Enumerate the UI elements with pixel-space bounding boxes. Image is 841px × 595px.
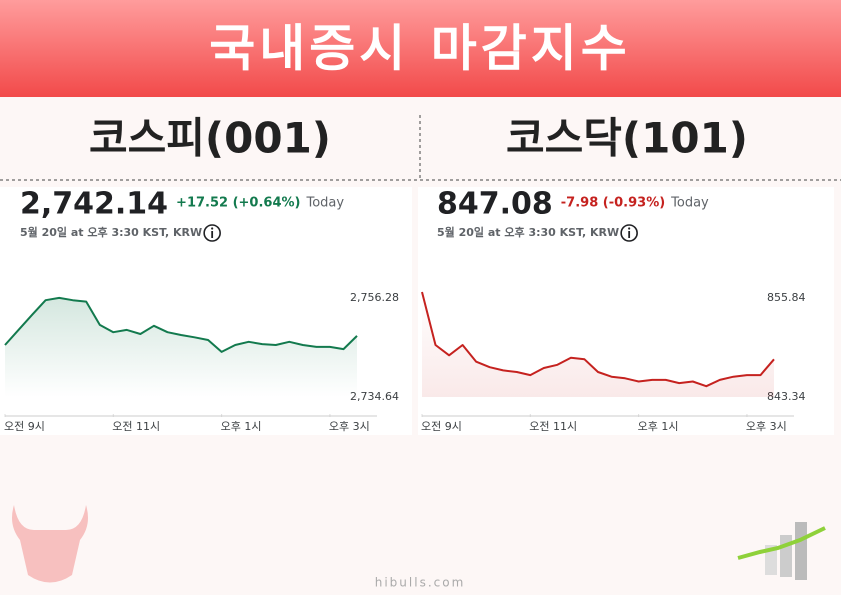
- y-tick-label: 2,756.28: [350, 291, 399, 304]
- x-tick-label: 오전 11시: [112, 420, 160, 433]
- period: Today: [670, 196, 709, 211]
- y-tick-label: 855.84: [767, 291, 806, 304]
- y-tick-label: 2,734.64: [350, 390, 399, 403]
- price: 847.08: [437, 187, 553, 222]
- x-tick-label: 오후 3시: [329, 420, 370, 433]
- price: 2,742.14: [20, 187, 168, 222]
- subtitle: 5월 20일 at 오후 3:30 KST, KRW: [20, 225, 202, 239]
- info-icon: [211, 227, 214, 230]
- change: +17.52 (+0.64%): [176, 196, 300, 211]
- growth-graphic: [737, 522, 826, 580]
- bull-icon: [12, 505, 88, 583]
- chart-title: 코스피(001): [89, 114, 331, 163]
- footer: hibulls.com: [375, 576, 466, 590]
- line: [4, 296, 358, 353]
- x-tick-label: 오전 11시: [529, 420, 577, 433]
- x-tick-label: 오전 9시: [421, 420, 462, 433]
- x-tick-label: 오후 1시: [221, 420, 262, 433]
- area: [5, 297, 357, 397]
- info-icon: [628, 227, 631, 230]
- x-tick-label: 오후 3시: [746, 420, 787, 433]
- area: [422, 292, 774, 397]
- x-tick-label: 오후 1시: [638, 420, 679, 433]
- chart-title: 코스닥(101): [506, 114, 748, 163]
- info-icon: [203, 224, 221, 242]
- y-tick-label: 843.34: [767, 390, 806, 403]
- subtitle: 5월 20일 at 오후 3:30 KST, KRW: [437, 225, 619, 239]
- info-icon: [620, 224, 638, 242]
- period: Today: [305, 196, 344, 211]
- x-tick-label: 오전 9시: [4, 420, 45, 433]
- page-title: 국내증시 마감지수: [209, 20, 630, 78]
- change: -7.98 (-0.93%): [561, 196, 665, 211]
- line: [421, 291, 775, 388]
- banner: [0, 0, 841, 97]
